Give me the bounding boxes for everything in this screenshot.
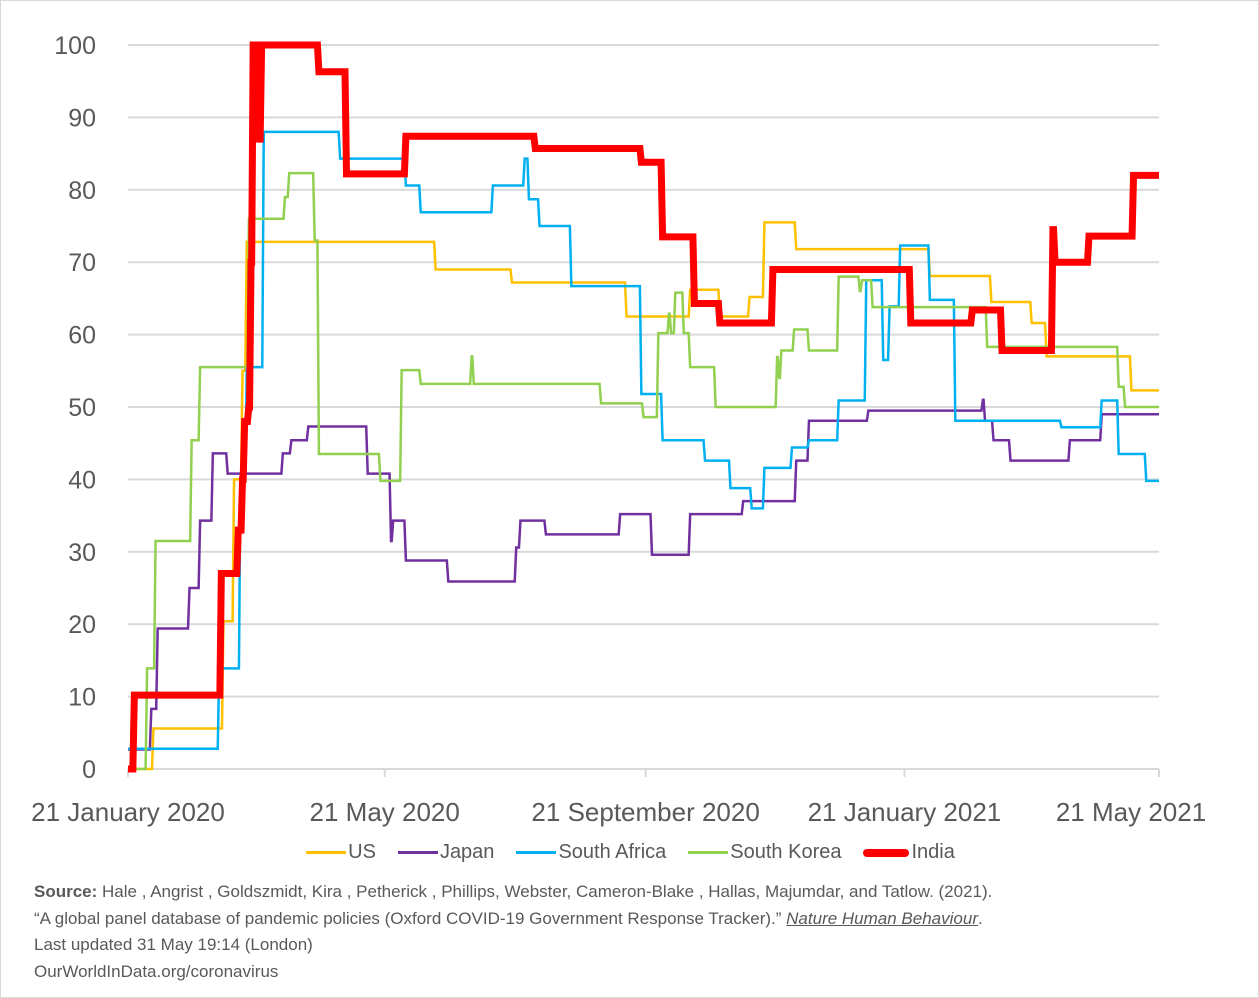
y-tick-label: 60 [68, 322, 96, 350]
source-period: . [977, 908, 983, 928]
series-line-japan [128, 398, 1159, 751]
legend: US Japan South Africa South Korea India [1, 841, 1258, 864]
legend-swatch [306, 851, 347, 854]
source-authors: Hale , Angrist , Goldszmidt, Kira , Peth… [97, 882, 993, 901]
y-tick-label: 50 [68, 394, 96, 422]
legend-item-south-africa: South Africa [516, 841, 666, 864]
source-label: Source: [34, 882, 98, 901]
legend-item-south-korea: South Korea [688, 841, 841, 864]
journal-link[interactable]: Nature Human Behaviour [786, 908, 978, 928]
x-tick-label: 21 January 2020 [31, 797, 225, 827]
y-tick-label: 90 [68, 104, 96, 132]
legend-swatch [863, 848, 910, 857]
series-line-india [128, 41, 1159, 773]
y-tick-label: 10 [68, 684, 96, 712]
series-line-us [128, 221, 1159, 771]
legend-item-us: US [306, 841, 376, 864]
legend-label: Japan [439, 841, 495, 863]
source-note: Source: Hale , Angrist , Goldszmidt, Kir… [34, 879, 992, 985]
y-tick-label: 100 [54, 32, 96, 60]
legend-swatch [688, 851, 729, 854]
legend-swatch [516, 851, 557, 854]
legend-item-japan: Japan [397, 841, 495, 864]
y-tick-label: 70 [68, 249, 96, 277]
last-updated: Last updated 31 May 19:14 (London) [34, 935, 313, 954]
y-tick-label: 20 [68, 611, 96, 639]
y-tick-label: 80 [68, 177, 96, 205]
x-tick-label: 21 May 2020 [310, 797, 460, 827]
legend-label: South Africa [558, 841, 667, 863]
y-tick-label: 40 [68, 466, 96, 494]
source-title: “A global panel database of pandemic pol… [34, 908, 787, 928]
legend-label: US [348, 841, 376, 863]
legend-swatch [397, 851, 438, 854]
site-url[interactable]: OurWorldInData.org/coronavirus [34, 961, 279, 981]
plot-area: 0 10 20 30 40 50 60 70 80 90 100 21 January 2020 21 … [31, 32, 1206, 827]
x-tick-label: 21 January 2021 [808, 797, 1002, 827]
series-line-south-africa [128, 130, 1159, 750]
legend-label: South Korea [730, 841, 842, 863]
legend-label: India [911, 841, 955, 863]
series-line-south-korea [128, 171, 1159, 771]
legend-item-india: India [863, 841, 955, 864]
y-tick-label: 0 [82, 756, 96, 784]
x-tick-label: 21 May 2021 [1056, 797, 1206, 827]
x-tick-label: 21 September 2020 [531, 797, 759, 827]
y-tick-label: 30 [68, 539, 96, 567]
